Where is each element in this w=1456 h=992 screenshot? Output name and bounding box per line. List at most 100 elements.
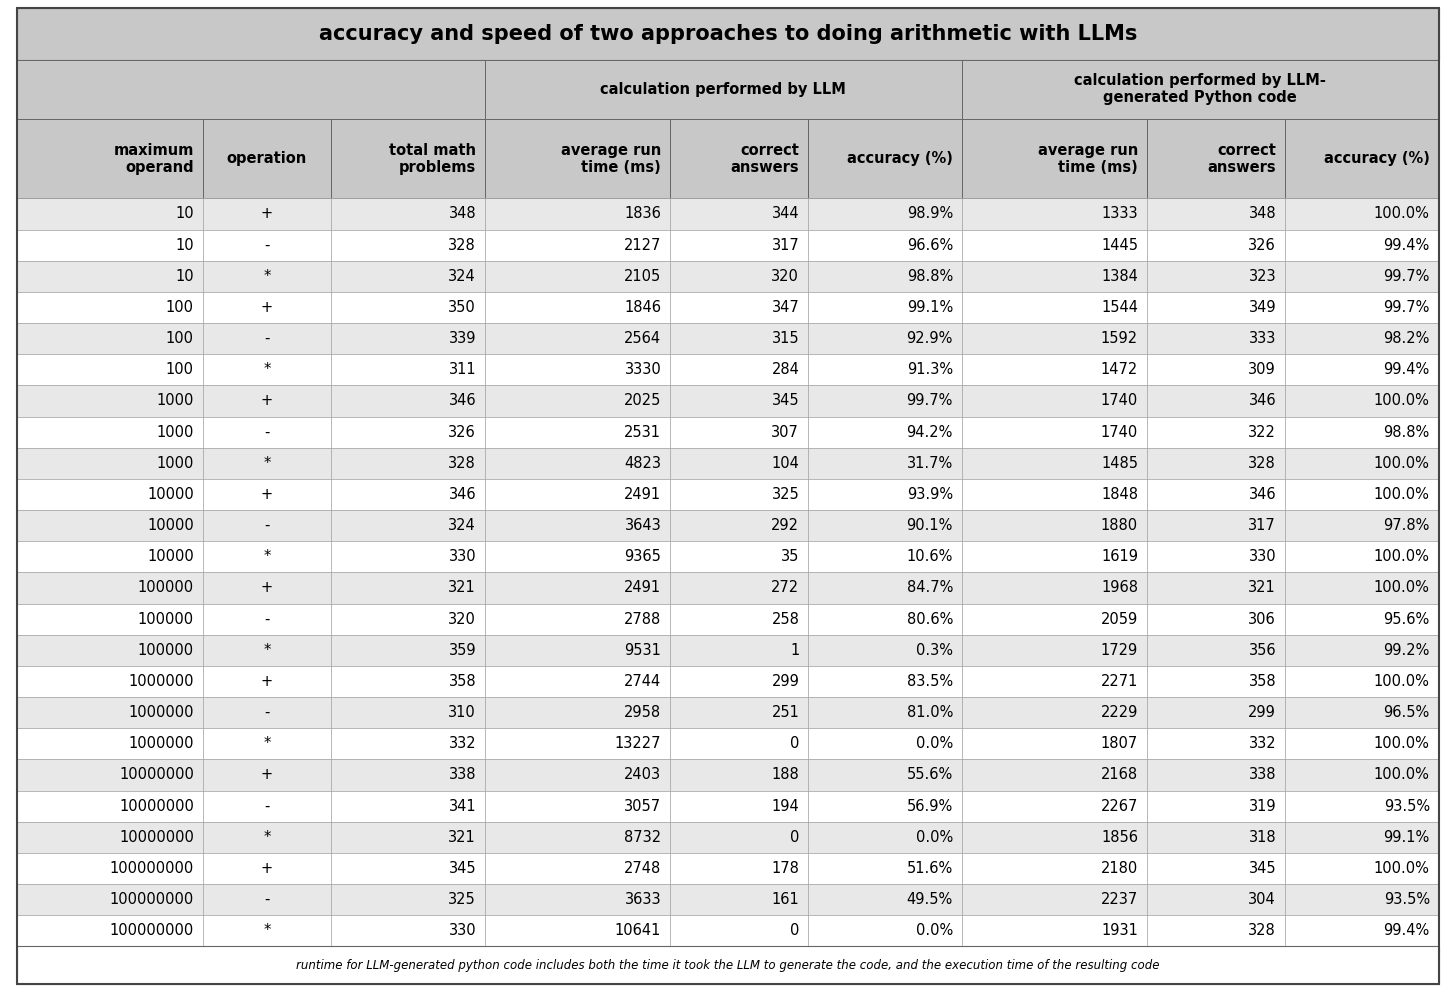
Bar xyxy=(1284,853,1439,884)
Bar xyxy=(202,542,331,572)
Bar xyxy=(202,447,331,479)
Text: average run
time (ms): average run time (ms) xyxy=(1038,143,1139,175)
Text: 2059: 2059 xyxy=(1101,612,1139,627)
Bar xyxy=(331,791,485,821)
Text: 338: 338 xyxy=(1249,768,1275,783)
Text: 100.0%: 100.0% xyxy=(1374,736,1430,751)
Bar xyxy=(1284,666,1439,697)
Bar xyxy=(962,697,1147,728)
Text: 1000000: 1000000 xyxy=(128,736,194,751)
Bar xyxy=(962,60,1439,119)
Text: 1848: 1848 xyxy=(1101,487,1139,502)
Text: 299: 299 xyxy=(772,674,799,689)
Text: 346: 346 xyxy=(448,487,476,502)
Bar xyxy=(1284,884,1439,916)
Bar xyxy=(485,229,670,261)
Text: +: + xyxy=(261,394,272,409)
Bar xyxy=(962,821,1147,853)
Bar xyxy=(962,447,1147,479)
Text: operation: operation xyxy=(227,151,307,167)
Bar xyxy=(1147,261,1284,292)
Bar xyxy=(1147,635,1284,666)
Bar xyxy=(331,666,485,697)
Bar xyxy=(670,510,808,542)
Text: 161: 161 xyxy=(772,892,799,907)
Bar xyxy=(670,603,808,635)
Bar xyxy=(1147,603,1284,635)
Bar xyxy=(1147,884,1284,916)
Text: 2564: 2564 xyxy=(625,331,661,346)
Bar xyxy=(17,821,202,853)
Text: -: - xyxy=(264,425,269,439)
Bar xyxy=(17,572,202,603)
Text: calculation performed by LLM: calculation performed by LLM xyxy=(600,81,846,97)
Bar xyxy=(17,417,202,447)
Text: 1485: 1485 xyxy=(1101,455,1139,471)
Bar xyxy=(17,697,202,728)
Text: accuracy and speed of two approaches to doing arithmetic with LLMs: accuracy and speed of two approaches to … xyxy=(319,24,1137,44)
Bar xyxy=(17,791,202,821)
Bar xyxy=(17,760,202,791)
Text: 100.0%: 100.0% xyxy=(1374,550,1430,564)
Text: 100.0%: 100.0% xyxy=(1374,455,1430,471)
Text: 100: 100 xyxy=(166,331,194,346)
Bar xyxy=(17,386,202,417)
Bar xyxy=(485,697,670,728)
Text: 10: 10 xyxy=(175,238,194,253)
Text: 8732: 8732 xyxy=(625,829,661,845)
Text: 310: 310 xyxy=(448,705,476,720)
Text: 1729: 1729 xyxy=(1101,643,1139,658)
Text: 10.6%: 10.6% xyxy=(907,550,954,564)
Bar xyxy=(485,791,670,821)
Text: calculation performed by LLM-
generated Python code: calculation performed by LLM- generated … xyxy=(1075,73,1326,105)
Text: 2403: 2403 xyxy=(625,768,661,783)
Bar xyxy=(17,292,202,323)
Text: 51.6%: 51.6% xyxy=(907,861,954,876)
Bar xyxy=(331,821,485,853)
Text: 3633: 3633 xyxy=(625,892,661,907)
Text: 347: 347 xyxy=(772,300,799,315)
Text: 317: 317 xyxy=(1248,518,1275,533)
Bar xyxy=(962,853,1147,884)
Bar xyxy=(485,198,670,229)
Bar xyxy=(1284,728,1439,760)
Bar xyxy=(670,479,808,510)
Text: 100000000: 100000000 xyxy=(109,892,194,907)
Text: 100.0%: 100.0% xyxy=(1374,674,1430,689)
Bar xyxy=(670,728,808,760)
Text: 92.9%: 92.9% xyxy=(907,331,954,346)
Text: 345: 345 xyxy=(1248,861,1275,876)
Bar xyxy=(1284,791,1439,821)
Bar xyxy=(670,916,808,946)
Text: 323: 323 xyxy=(1248,269,1275,284)
Text: 344: 344 xyxy=(772,206,799,221)
Bar xyxy=(17,510,202,542)
Text: 99.7%: 99.7% xyxy=(1383,300,1430,315)
Bar xyxy=(202,261,331,292)
Text: 10000000: 10000000 xyxy=(119,799,194,813)
Bar xyxy=(962,261,1147,292)
Text: 320: 320 xyxy=(448,612,476,627)
Text: -: - xyxy=(264,705,269,720)
Text: 338: 338 xyxy=(448,768,476,783)
Bar xyxy=(485,386,670,417)
Bar xyxy=(808,635,962,666)
Bar xyxy=(17,853,202,884)
Text: 2271: 2271 xyxy=(1101,674,1139,689)
Bar xyxy=(331,853,485,884)
Text: 328: 328 xyxy=(1248,455,1275,471)
Bar xyxy=(17,728,202,760)
Bar xyxy=(202,119,331,198)
Text: 306: 306 xyxy=(1248,612,1275,627)
Bar xyxy=(808,603,962,635)
Bar xyxy=(1284,261,1439,292)
Text: 315: 315 xyxy=(772,331,799,346)
Bar xyxy=(17,229,202,261)
Bar xyxy=(808,791,962,821)
Bar xyxy=(202,635,331,666)
Bar xyxy=(1147,510,1284,542)
Bar xyxy=(962,542,1147,572)
Bar xyxy=(202,791,331,821)
Bar xyxy=(202,821,331,853)
Text: 9531: 9531 xyxy=(625,643,661,658)
